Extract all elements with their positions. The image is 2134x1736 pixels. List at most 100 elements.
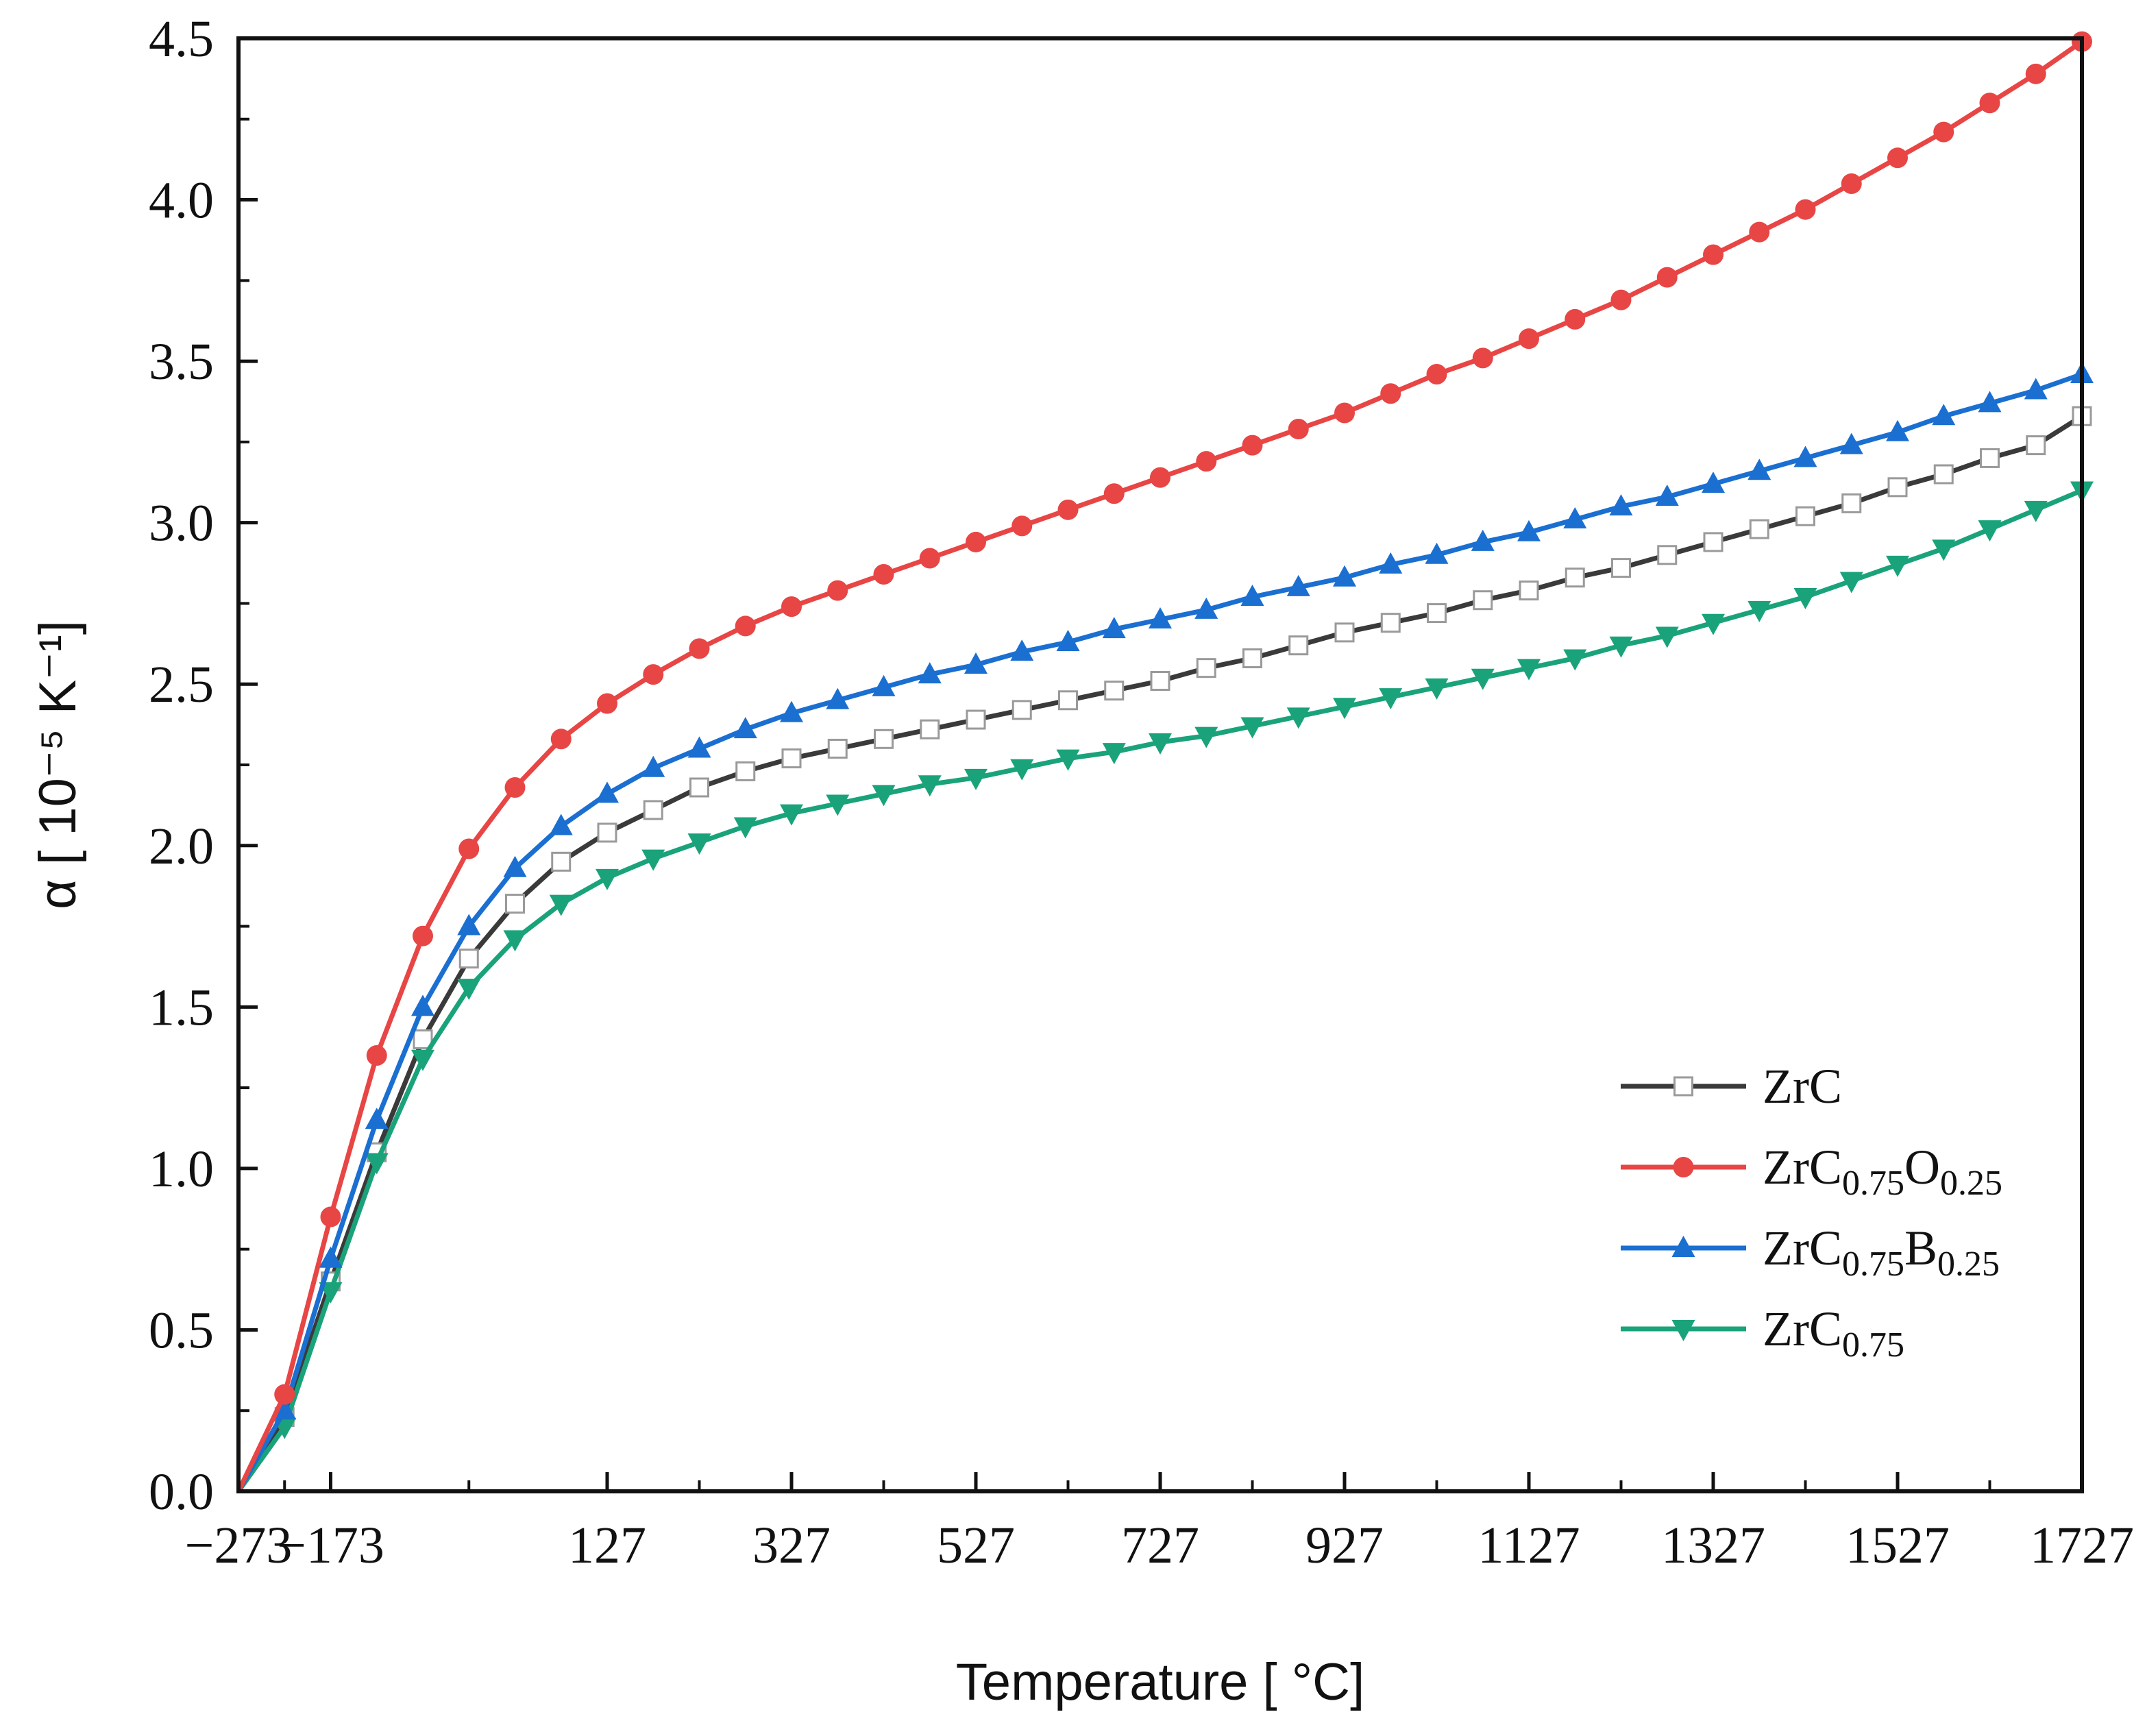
data-point (413, 925, 433, 946)
data-point (1104, 681, 1125, 701)
data-point (1333, 565, 1356, 587)
data-point (1839, 572, 1863, 594)
data-point (597, 693, 617, 714)
data-point (1610, 289, 1632, 310)
data-point (1288, 419, 1309, 440)
data-point (920, 719, 940, 739)
data-point (319, 1246, 343, 1268)
data-point (874, 729, 894, 749)
data-point (1519, 328, 1539, 350)
data-point (1749, 221, 1770, 243)
x-tick-label: 127 (568, 1517, 646, 1574)
data-point (1841, 173, 1862, 194)
data-point (1010, 639, 1034, 661)
y-tick-label: 4.5 (149, 10, 214, 68)
data-point (689, 777, 709, 798)
data-point (827, 580, 848, 601)
data-point (643, 800, 663, 820)
data-point (1703, 244, 1724, 265)
x-tick-label: 1127 (1477, 1517, 1580, 1574)
data-point (1379, 552, 1403, 574)
data-point (549, 814, 573, 835)
y-tick-labels: 0.0 0.5 1.0 1.5 2.0 2.5 3.0 3.5 4.0 4.5 (149, 10, 214, 1521)
data-point (1102, 617, 1126, 639)
data-point (1286, 574, 1310, 596)
data-point (1563, 649, 1587, 671)
data-point (1747, 600, 1771, 622)
data-point (1425, 678, 1449, 700)
data-point (1240, 585, 1264, 607)
data-point (1609, 494, 1633, 516)
data-point (1609, 636, 1633, 658)
x-tick-label: 327 (752, 1517, 831, 1574)
data-point (551, 851, 572, 872)
data-point (1426, 363, 1447, 384)
data-point (2026, 435, 2046, 456)
data-point (1886, 419, 1909, 441)
data-point (505, 894, 525, 914)
y-tick-label: 2.5 (149, 656, 214, 713)
data-point (780, 804, 803, 826)
data-point (918, 775, 942, 797)
legend-marker (1671, 1320, 1695, 1341)
data-point (873, 564, 894, 585)
legend-label: ZrC (1763, 1059, 1842, 1114)
data-point (1196, 451, 1217, 472)
data-point (1194, 597, 1218, 619)
data-point (504, 777, 526, 798)
data-point (1380, 613, 1401, 633)
y-tick-label: 3.5 (149, 333, 214, 391)
data-point (827, 738, 848, 759)
y-tick-label: 1.0 (149, 1140, 214, 1198)
data-point (366, 1045, 387, 1066)
ticks-layer (236, 36, 2084, 1493)
data-point (1978, 391, 2002, 413)
data-point (1517, 659, 1541, 681)
x-tick-label: 927 (1305, 1517, 1384, 1574)
y-axis-title: α [ 10⁻⁵ K⁻¹] (29, 620, 87, 909)
legend: ZrC ZrC0.75O0.25 ZrC0.75B0.25 ZrC0.75 (1621, 1059, 2002, 1365)
data-point (641, 755, 665, 777)
legend-marker (1673, 1157, 1694, 1177)
data-point (457, 979, 481, 1001)
legend-label: ZrC0.75O0.25 (1763, 1140, 2002, 1203)
data-point (1150, 671, 1170, 692)
y-tick-label: 0.0 (149, 1463, 214, 1521)
data-point (1747, 459, 1771, 480)
x-tick-label: 527 (937, 1517, 1015, 1574)
data-point (1702, 613, 1725, 635)
data-point (826, 794, 850, 816)
x-axis-title: Temperature [ °C] (956, 1653, 1364, 1711)
data-point (1841, 493, 1862, 513)
x-tick-label: 1527 (1845, 1517, 1950, 1574)
x-tick-label: 727 (1121, 1517, 1199, 1574)
data-point (1793, 445, 1817, 467)
data-point (274, 1384, 295, 1405)
data-point (1795, 506, 1815, 526)
series-zrc0-75o0-25 (236, 31, 2092, 1493)
data-point (872, 674, 896, 696)
data-point (781, 596, 802, 618)
y-tick-label: 4.0 (149, 172, 214, 230)
data-point (365, 1108, 389, 1129)
data-point (1473, 590, 1493, 611)
data-point (458, 838, 480, 859)
data-point (1886, 555, 1909, 577)
data-point (1655, 626, 1679, 648)
data-point (689, 638, 710, 659)
data-point (918, 662, 942, 684)
legend-label: ZrC0.75B0.25 (1763, 1221, 2000, 1284)
data-point (966, 531, 986, 552)
data-point (365, 1153, 389, 1175)
y-tick-label: 2.0 (149, 818, 214, 875)
data-point (597, 822, 617, 843)
data-point (964, 768, 988, 790)
data-point (1286, 707, 1310, 729)
data-point (1425, 542, 1449, 564)
data-point (966, 709, 986, 730)
data-point (1980, 448, 2000, 468)
data-point (1565, 308, 1586, 330)
legend-label: ZrC0.75 (1763, 1301, 1904, 1365)
data-point (687, 736, 711, 758)
x-tick-label: 1727 (2030, 1517, 2134, 1574)
